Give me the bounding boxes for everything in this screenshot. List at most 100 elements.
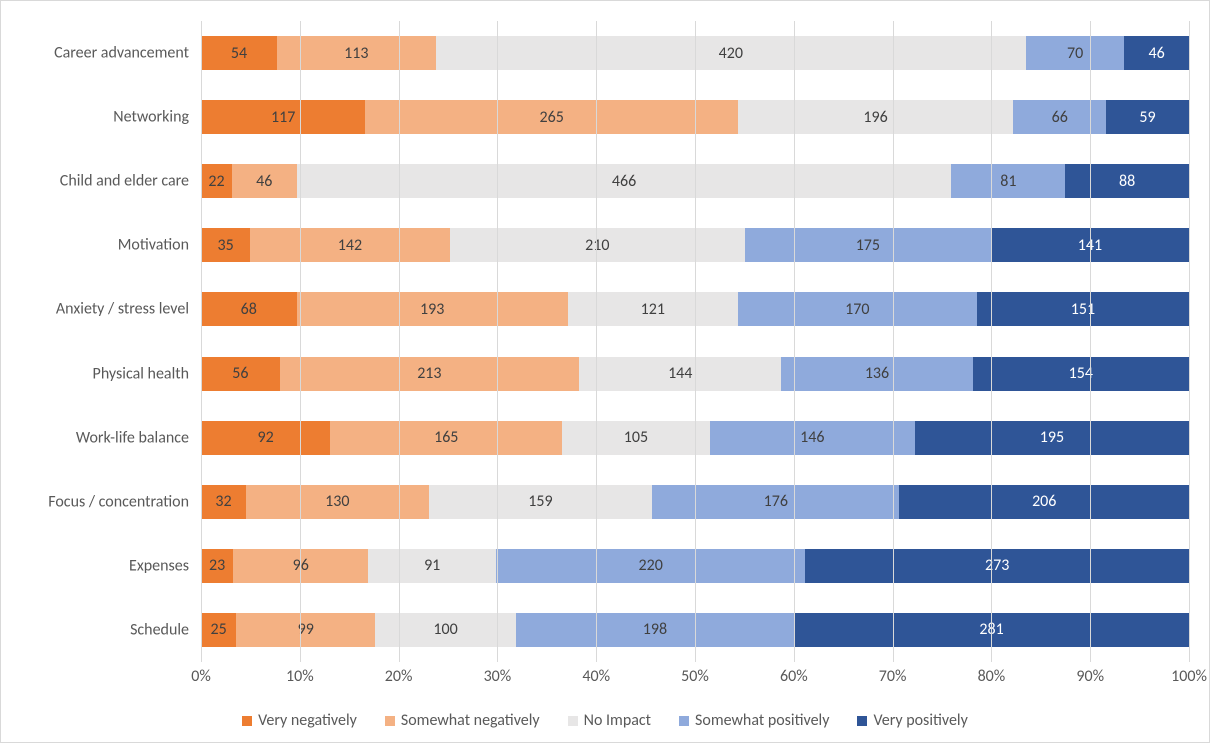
bar-value-label: 193 <box>420 300 444 319</box>
bar-segment: 165 <box>330 421 562 455</box>
gridline <box>991 21 992 662</box>
bar-segment: 154 <box>973 357 1189 391</box>
legend-label: Somewhat negatively <box>401 711 540 730</box>
bar-segment: 100 <box>375 613 516 647</box>
bar-segment: 130 <box>246 485 429 519</box>
bar-value-label: 121 <box>641 300 665 319</box>
gridline <box>893 21 894 662</box>
bar-segment: 68 <box>201 292 297 326</box>
bar-value-label: 265 <box>539 108 563 127</box>
bar-value-label: 91 <box>424 556 440 575</box>
bar-value-label: 66 <box>1052 108 1068 127</box>
legend-swatch <box>242 716 252 726</box>
x-axis-tick-label: 100% <box>1171 667 1207 686</box>
bar-segment: 25 <box>201 613 236 647</box>
bar-segment: 195 <box>915 421 1189 455</box>
bar-segment: 466 <box>297 164 952 198</box>
bar-value-label: 420 <box>719 44 743 63</box>
bar-value-label: 176 <box>764 492 788 511</box>
x-axis-tick-label: 80% <box>978 667 1006 686</box>
bar-value-label: 159 <box>528 492 552 511</box>
bar-segment: 176 <box>652 485 899 519</box>
legend-item: No Impact <box>568 711 651 730</box>
legend-label: Very negatively <box>258 711 357 730</box>
bar-value-label: 88 <box>1119 172 1135 191</box>
bar-segment: 46 <box>1124 36 1189 70</box>
bar-value-label: 196 <box>863 108 887 127</box>
plot-area: Career advancement541134207046Networking… <box>201 21 1189 662</box>
bar-segment: 99 <box>236 613 375 647</box>
category-label: Motivation <box>118 236 189 255</box>
bar-value-label: 22 <box>208 172 224 191</box>
bar-segment: 22 <box>201 164 232 198</box>
bar-segment: 59 <box>1106 100 1189 134</box>
bar-segment: 142 <box>250 228 450 262</box>
category-label: Work-life balance <box>76 428 189 447</box>
category-label: Anxiety / stress level <box>56 300 189 319</box>
bar-segment: 70 <box>1026 36 1124 70</box>
legend-label: Very positively <box>873 711 967 730</box>
bar-segment: 32 <box>201 485 246 519</box>
legend-item: Somewhat negatively <box>385 711 540 730</box>
bar-value-label: 151 <box>1071 300 1095 319</box>
bar-value-label: 130 <box>325 492 349 511</box>
bar-value-label: 117 <box>271 108 295 127</box>
bar-segment: 206 <box>899 485 1189 519</box>
category-label: Child and elder care <box>60 172 189 191</box>
bar-segment: 144 <box>579 357 781 391</box>
bar-value-label: 32 <box>215 492 231 511</box>
bar-segment: 56 <box>201 357 280 391</box>
bar-segment: 210 <box>450 228 745 262</box>
bar-value-label: 142 <box>338 236 362 255</box>
category-label: Career advancement <box>54 44 189 63</box>
x-axis-tick-label: 10% <box>286 667 314 686</box>
bar-value-label: 54 <box>231 44 247 63</box>
category-label: Expenses <box>129 556 189 575</box>
bar-segment: 193 <box>297 292 568 326</box>
legend-swatch <box>679 716 689 726</box>
bar-segment: 151 <box>977 292 1189 326</box>
bar-value-label: 206 <box>1032 492 1056 511</box>
x-axis-tick-label: 60% <box>780 667 808 686</box>
legend-swatch <box>385 716 395 726</box>
bar-value-label: 56 <box>232 364 248 383</box>
bar-segment: 92 <box>201 421 330 455</box>
bar-segment: 105 <box>562 421 710 455</box>
bar-value-label: 146 <box>800 428 824 447</box>
legend-item: Very negatively <box>242 711 357 730</box>
bar-value-label: 23 <box>209 556 225 575</box>
bar-value-label: 198 <box>643 620 667 639</box>
bar-value-label: 35 <box>217 236 233 255</box>
gridline <box>1090 21 1091 662</box>
bar-segment: 420 <box>436 36 1026 70</box>
bar-segment: 117 <box>201 100 365 134</box>
x-axis-tick-label: 20% <box>385 667 413 686</box>
bar-segment: 46 <box>232 164 297 198</box>
gridline <box>695 21 696 662</box>
gridline <box>497 21 498 662</box>
legend: Very negatively Somewhat negatively No Imp… <box>1 711 1209 730</box>
x-axis-tick-label: 50% <box>681 667 709 686</box>
bar-value-label: 144 <box>668 364 692 383</box>
bar-value-label: 70 <box>1067 44 1083 63</box>
gridline <box>596 21 597 662</box>
bar-segment: 159 <box>429 485 652 519</box>
bar-value-label: 175 <box>856 236 880 255</box>
bar-value-label: 59 <box>1139 108 1155 127</box>
bar-segment: 170 <box>738 292 977 326</box>
category-label: Focus / concentration <box>48 492 189 511</box>
legend-item: Somewhat positively <box>679 711 829 730</box>
bar-segment: 273 <box>805 549 1189 583</box>
bar-value-label: 136 <box>865 364 889 383</box>
bar-segment: 196 <box>738 100 1013 134</box>
x-axis-tick-label: 40% <box>582 667 610 686</box>
bar-segment: 220 <box>496 549 805 583</box>
bar-value-label: 81 <box>1000 172 1016 191</box>
bar-segment: 136 <box>781 357 972 391</box>
gridline <box>794 21 795 662</box>
bar-segment: 66 <box>1013 100 1106 134</box>
legend-item: Very positively <box>857 711 967 730</box>
bar-segment: 175 <box>745 228 991 262</box>
bar-segment: 81 <box>951 164 1065 198</box>
bar-segment: 198 <box>516 613 794 647</box>
